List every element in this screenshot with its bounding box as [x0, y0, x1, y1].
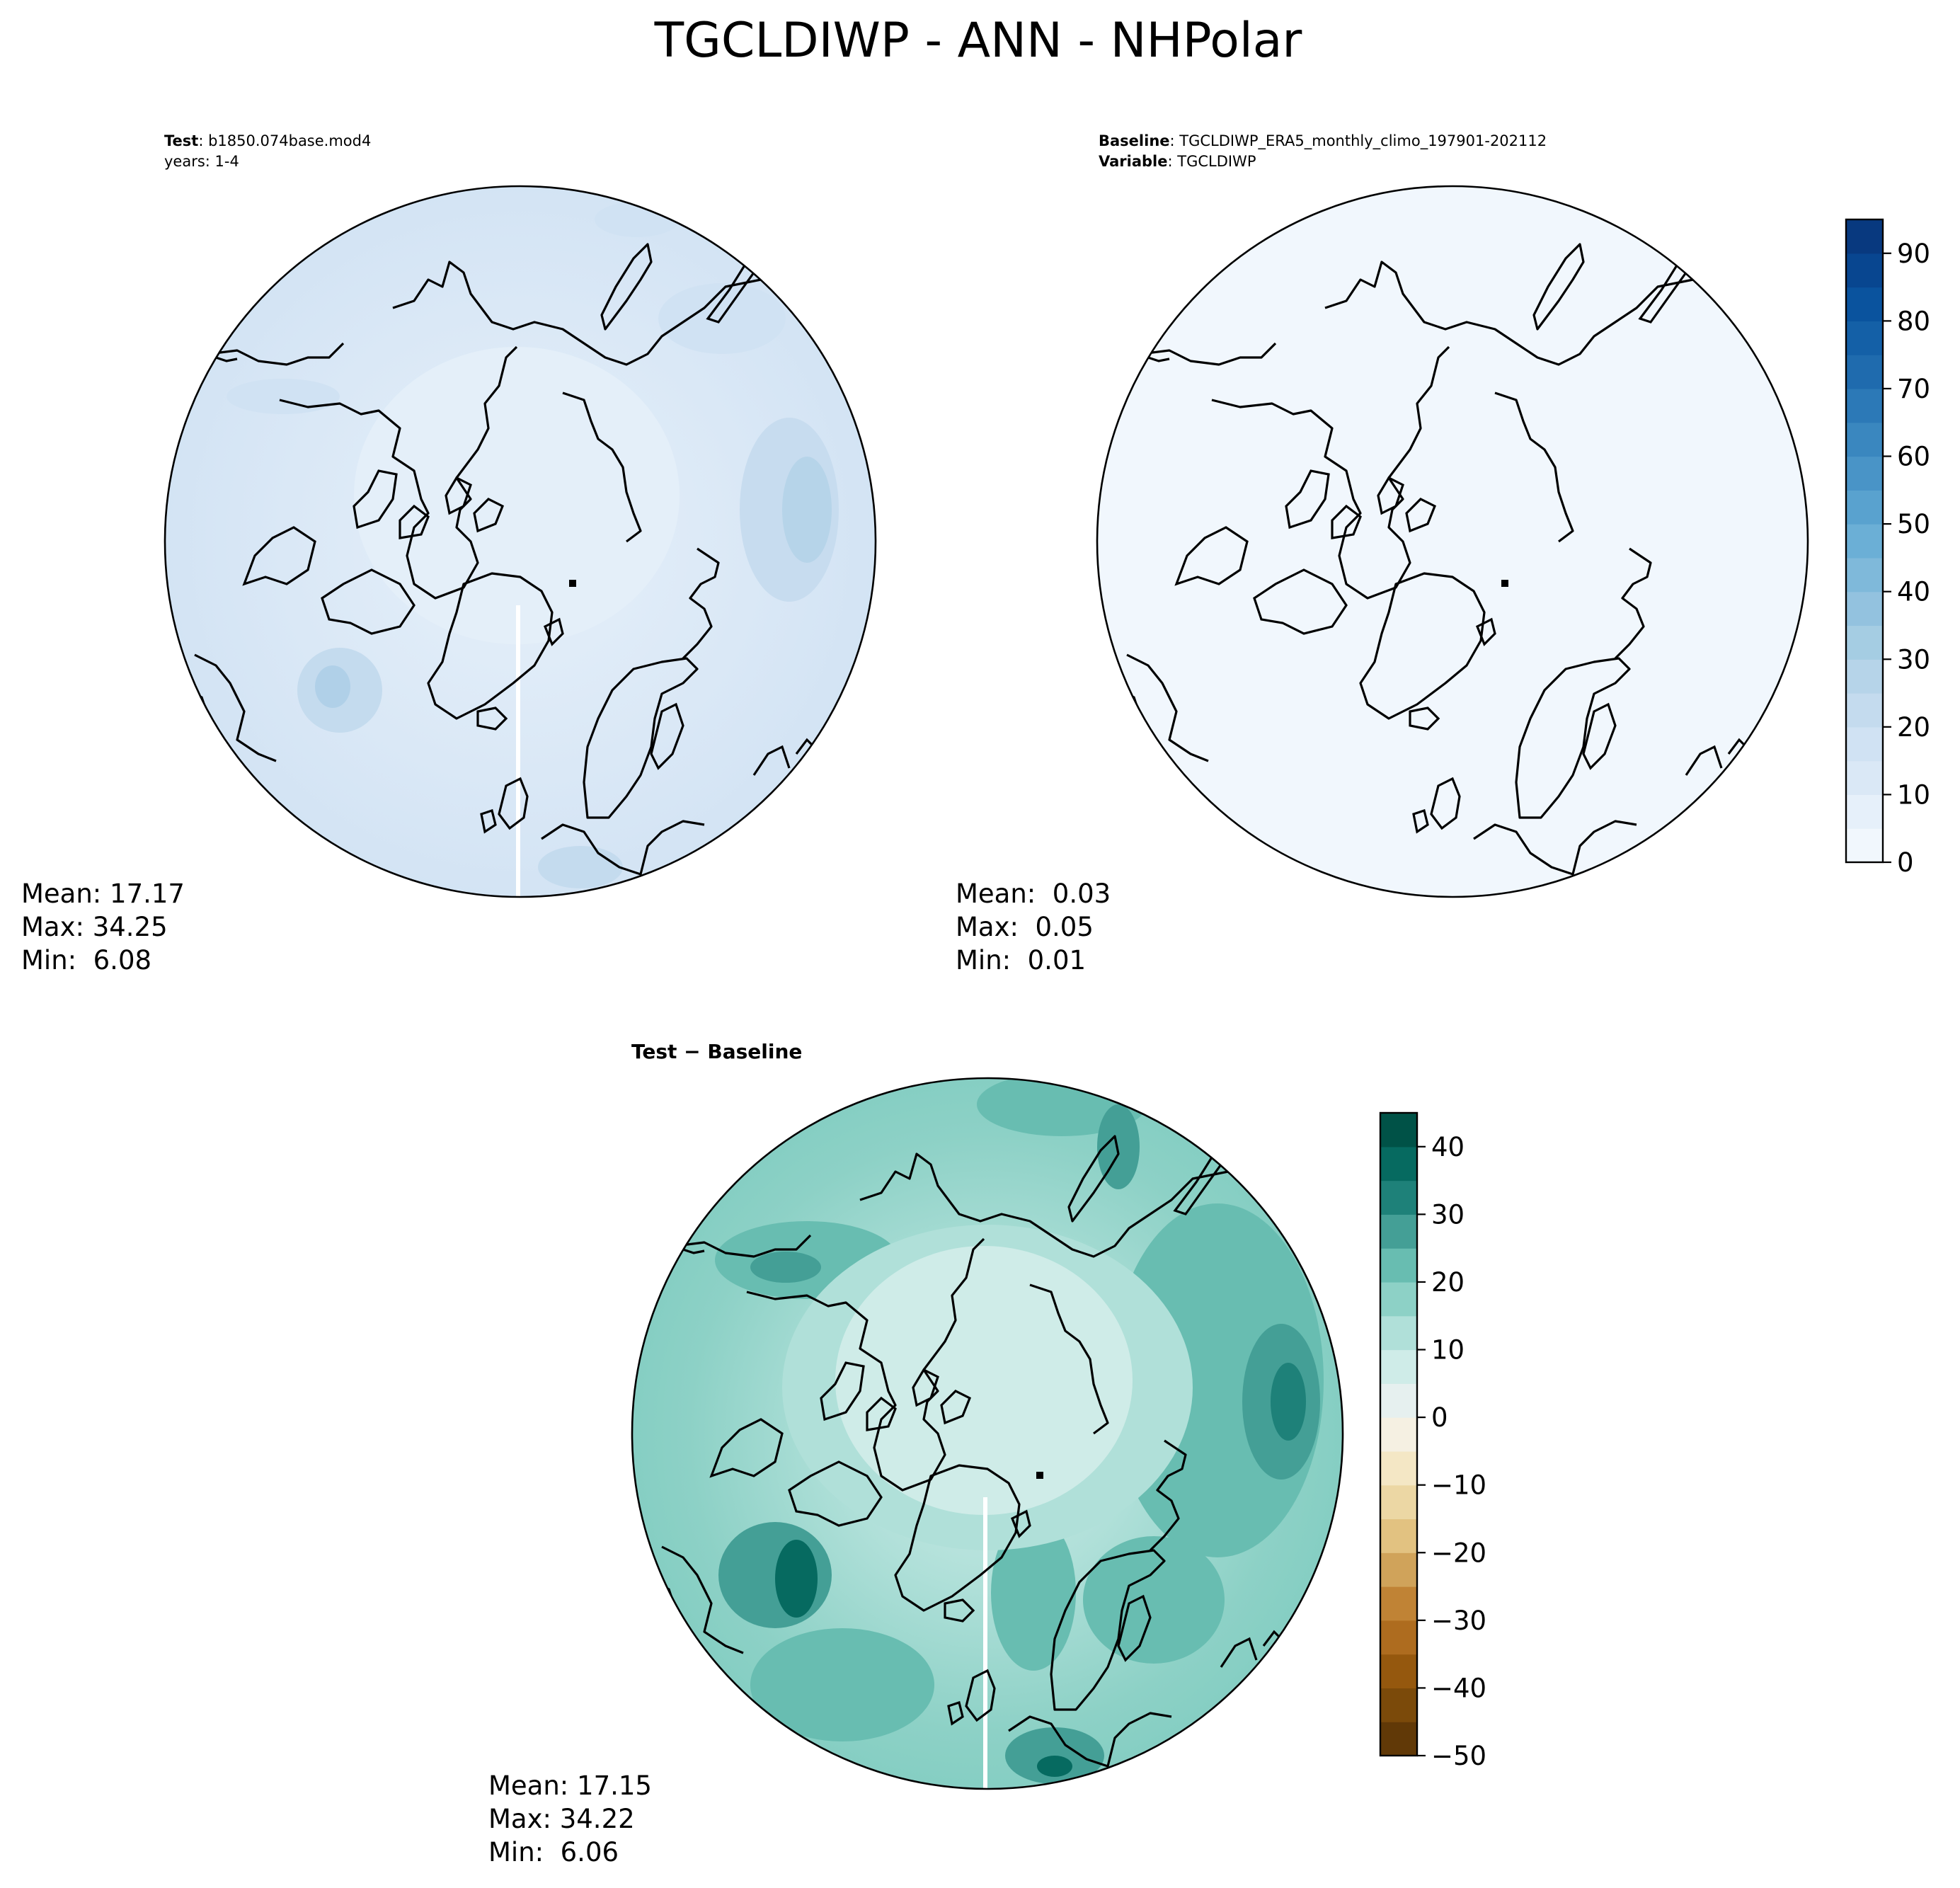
colorbar-blues-swatch [1846, 828, 1883, 863]
colorbar-blues-swatch [1846, 219, 1883, 254]
colorbar-blues-swatch [1846, 693, 1883, 728]
colorbar-brbg-swatch [1380, 1688, 1417, 1722]
colorbar-brbg-tick-label: −50 [1431, 1741, 1486, 1771]
panel-diff-min: Min: 6.06 [488, 1837, 619, 1867]
colorbar-blues-tick-label: 90 [1897, 239, 1930, 269]
colorbar-brbg-swatch [1380, 1654, 1417, 1689]
panel-test-header-text: : b1850.074base.mod4 [198, 132, 371, 149]
colorbar-blues-tick-label: 20 [1897, 712, 1930, 743]
colorbar-blues-swatch [1846, 659, 1883, 694]
colorbar-blues-frame [1845, 218, 1884, 864]
colorbar-blues-swatch [1846, 287, 1883, 321]
map-baseline-border [1096, 185, 1809, 898]
panel-test-header-label: Test [164, 132, 198, 149]
panel-test-min: Min: 6.08 [21, 945, 151, 976]
colorbar-brbg-tick-label: −30 [1431, 1606, 1486, 1636]
colorbar-brbg-swatch [1380, 1518, 1417, 1553]
colorbar-brbg-swatch [1380, 1722, 1417, 1756]
colorbar-blues: 0 10 20 30 40 50 60 70 80 90 [1845, 218, 1930, 878]
panel-baseline-min: Min: 0.01 [956, 945, 1086, 976]
colorbar-brbg-swatch [1380, 1214, 1417, 1249]
colorbar-brbg-tick-label: −20 [1431, 1538, 1486, 1568]
colorbar-blues-swatch [1846, 726, 1883, 762]
panel-baseline-variable-text: : TGCLDIWP [1167, 153, 1256, 170]
panel-baseline-header-line1: Baseline: TGCLDIWP_ERA5_monthly_climo_19… [1099, 132, 1547, 150]
colorbar-brbg: −50 −40 −30 −20 −10 0 10 20 30 40 [1379, 1111, 1486, 1771]
colorbar-blues-tick-label: 60 [1897, 442, 1930, 472]
colorbar-brbg-swatch [1380, 1484, 1417, 1520]
map-diff [632, 1078, 1343, 1789]
panel-diff-mean: Mean: 17.15 [488, 1770, 652, 1801]
panel-test: Test: b1850.074base.mod4 years: 1-4 Mean… [21, 132, 877, 976]
panel-baseline-header-label: Baseline [1099, 132, 1170, 149]
colorbar-brbg-swatch [1380, 1281, 1417, 1317]
figure-title: TGCLDIWP - ANN - NHPolar [654, 13, 1302, 69]
colorbar-brbg-tick-label: −10 [1431, 1470, 1486, 1501]
colorbar-brbg-swatch [1380, 1383, 1417, 1418]
colorbar-brbg-swatch [1380, 1451, 1417, 1486]
colorbar-brbg-swatch [1380, 1586, 1417, 1621]
colorbar-blues-swatch [1846, 422, 1883, 457]
colorbar-blues-swatch [1846, 355, 1883, 389]
colorbar-brbg-tick-label: 0 [1431, 1402, 1448, 1433]
colorbar-brbg-tick-label: 20 [1431, 1267, 1465, 1298]
map-diff-border [631, 1077, 1344, 1790]
panel-diff-max: Max: 34.22 [488, 1804, 635, 1834]
panel-diff: Test − Baseline Mean: 17. [488, 1040, 1486, 1867]
colorbar-blues-swatch [1846, 388, 1883, 423]
colorbar-brbg-swatch [1380, 1315, 1417, 1351]
colorbar-brbg-swatch [1380, 1113, 1417, 1148]
colorbar-blues-swatch [1846, 253, 1883, 288]
panel-baseline: Baseline: TGCLDIWP_ERA5_monthly_climo_19… [956, 132, 1930, 976]
map-test-border [164, 185, 877, 898]
panel-test-mean: Mean: 17.17 [21, 879, 185, 909]
map-baseline [1097, 186, 1808, 897]
colorbar-brbg-swatch [1380, 1620, 1417, 1655]
colorbar-brbg-tick-label: 30 [1431, 1199, 1465, 1230]
colorbar-blues-swatch [1846, 456, 1883, 491]
colorbar-blues-swatch [1846, 625, 1883, 660]
panel-baseline-variable-label: Variable [1099, 153, 1167, 170]
colorbar-blues-swatch [1846, 760, 1883, 796]
colorbar-brbg-swatch [1380, 1417, 1417, 1452]
colorbar-blues-tick-label: 40 [1897, 577, 1930, 607]
colorbar-brbg-frame [1379, 1111, 1419, 1757]
colorbar-blues-swatch [1846, 591, 1883, 627]
panel-test-max: Max: 34.25 [21, 912, 168, 942]
panel-diff-header: Test − Baseline [631, 1040, 802, 1063]
map-test [165, 186, 876, 897]
colorbar-brbg-swatch [1380, 1146, 1417, 1182]
colorbar-brbg-swatch [1380, 1552, 1417, 1587]
colorbar-blues-swatch [1846, 794, 1883, 829]
panel-test-header-line1: Test: b1850.074base.mod4 [164, 132, 371, 149]
panel-baseline-header-line2: Variable: TGCLDIWP [1099, 153, 1256, 170]
colorbar-blues-tick-label: 80 [1897, 306, 1930, 336]
colorbar-brbg-swatch [1380, 1248, 1417, 1283]
colorbar-blues-tick-label: 70 [1897, 374, 1930, 404]
colorbar-blues-tick-label: 0 [1897, 847, 1914, 878]
colorbar-brbg-tick-label: 10 [1431, 1335, 1465, 1366]
colorbar-blues-tick-label: 50 [1897, 509, 1930, 539]
colorbar-blues-tick-label: 30 [1897, 644, 1930, 675]
panel-baseline-max: Max: 0.05 [956, 912, 1094, 942]
colorbar-brbg-swatch [1380, 1180, 1417, 1215]
panel-baseline-header-text: : TGCLDIWP_ERA5_monthly_climo_197901-202… [1170, 132, 1547, 150]
colorbar-brbg-tick-label: 40 [1431, 1132, 1465, 1162]
colorbar-blues-swatch [1846, 321, 1883, 355]
colorbar-blues-swatch [1846, 557, 1883, 593]
colorbar-brbg-swatch [1380, 1349, 1417, 1384]
panel-test-header-line2: years: 1-4 [164, 153, 239, 170]
colorbar-blues-swatch [1846, 490, 1883, 525]
panel-baseline-mean: Mean: 0.03 [956, 879, 1111, 909]
colorbar-blues-tick-label: 10 [1897, 779, 1930, 810]
colorbar-blues-swatch [1846, 524, 1883, 559]
colorbar-brbg-tick-label: −40 [1431, 1673, 1486, 1703]
